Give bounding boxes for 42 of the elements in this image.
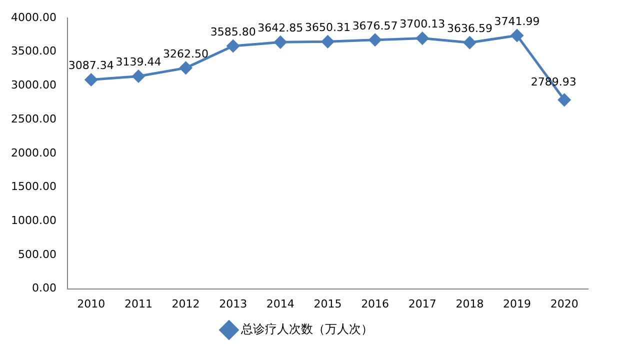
x-tick-label: 2020 (550, 297, 578, 310)
x-tick-label: 2018 (456, 297, 484, 310)
point (132, 70, 145, 83)
x-tick-label: 2011 (124, 297, 152, 310)
point (274, 36, 287, 48)
legend-label: 总诊疗人次数（万人次） (240, 322, 373, 336)
point (368, 34, 382, 46)
y-tick-label: 3000.00 (10, 78, 56, 92)
point (558, 94, 571, 106)
data-label: 3741.99 (494, 14, 540, 28)
y-tick-label: 1500.00 (10, 180, 56, 194)
y-tick-label: 3500.00 (10, 44, 56, 58)
x-tick-label: 2016 (361, 297, 390, 310)
data-label: 3262.50 (163, 47, 209, 60)
y-tick-label: 2000.00 (10, 146, 56, 160)
x-tick-label: 2013 (219, 297, 248, 310)
point (180, 62, 192, 74)
y-tick-label: 0.00 (32, 282, 56, 295)
point (463, 36, 476, 49)
x-tick-label: 2015 (314, 297, 342, 310)
x-tick-label: 2010 (77, 297, 106, 310)
y-tick-label: 2500.00 (10, 112, 56, 126)
data-label: 3642.85 (258, 22, 304, 35)
data-label: 3585.80 (210, 25, 256, 38)
data-label: 3676.57 (352, 19, 398, 32)
point (321, 35, 334, 48)
data-label: 3650.31 (304, 21, 350, 34)
point (510, 29, 524, 42)
x-tick-label: 2012 (172, 297, 200, 310)
x-tick-label: 2017 (408, 297, 436, 310)
data-label: 3087.34 (68, 59, 114, 72)
y-tick-label: 4000.00 (10, 10, 56, 24)
y-tick-label: 500.00 (18, 248, 56, 261)
y-tick-label: 1000.00 (10, 214, 56, 227)
data-label: 3636.59 (446, 22, 492, 35)
x-tick-label: 2019 (503, 297, 532, 310)
point (226, 40, 240, 52)
x-tick-label: 2014 (266, 297, 294, 310)
point (84, 74, 98, 86)
point (416, 32, 429, 45)
data-label: 3700.13 (400, 18, 446, 31)
data-label: 3139.44 (116, 56, 162, 69)
